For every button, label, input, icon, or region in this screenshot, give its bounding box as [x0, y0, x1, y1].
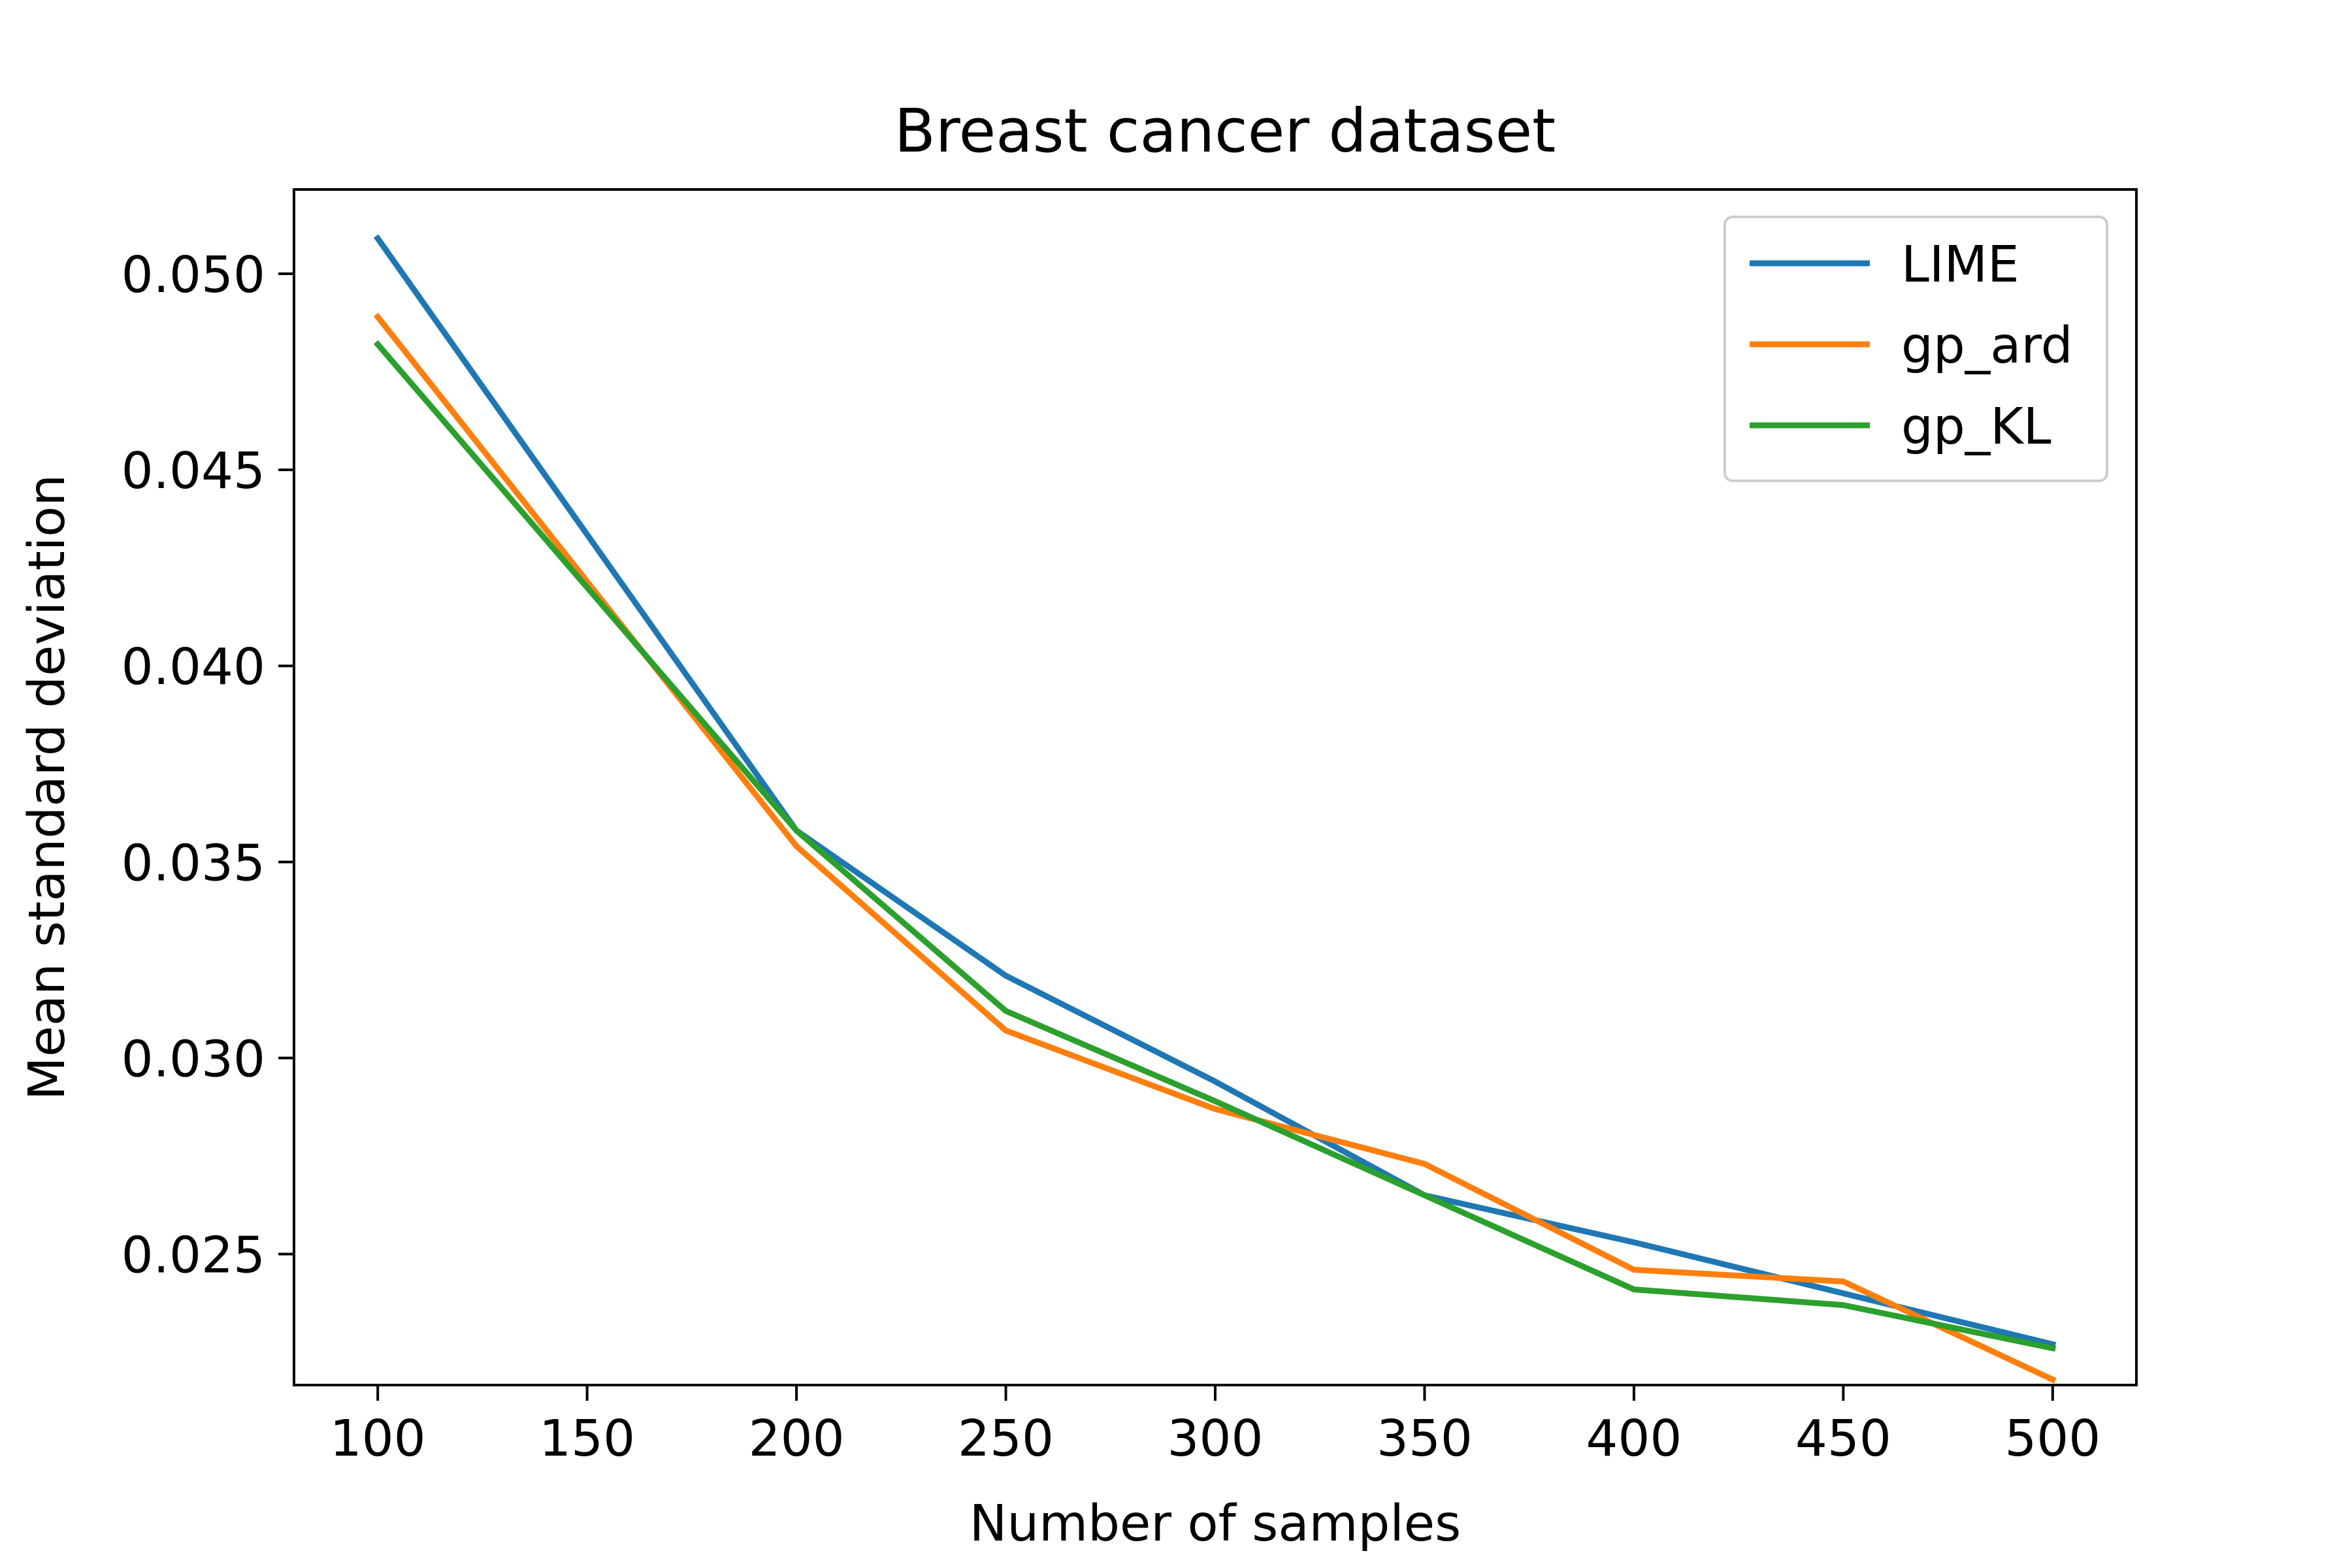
x-tick-label: 400 [1586, 1410, 1682, 1468]
series-layer [373, 234, 2057, 1384]
y-tick-label: 0.050 [122, 246, 265, 304]
chart-title: Breast cancer dataset [894, 96, 1556, 166]
x-axis: 100 150 200 250 300 350 400 450 500 [330, 1385, 2100, 1468]
legend-label: gp_ard [1901, 317, 2073, 375]
y-tick-label: 0.045 [122, 442, 265, 500]
x-tick-label: 100 [330, 1410, 426, 1468]
x-tick-label: 150 [539, 1410, 635, 1468]
series-line-gp-ard [373, 312, 2057, 1384]
legend-label: gp_KL [1901, 398, 2051, 456]
series-line-gp-kl [373, 340, 2057, 1352]
y-tick-label: 0.035 [122, 834, 265, 892]
y-axis: 0.025 0.030 0.035 0.040 0.045 0.050 [122, 246, 294, 1285]
x-axis-label: Number of samples [970, 1495, 1462, 1553]
x-tick-label: 250 [958, 1410, 1054, 1468]
legend-box [1723, 216, 2108, 482]
y-tick-label: 0.030 [122, 1030, 265, 1088]
legend: LIME gp_ard gp_KL [1723, 216, 2108, 482]
legend-label: LIME [1901, 236, 2019, 294]
y-tick-label: 0.025 [122, 1227, 265, 1285]
x-tick-label: 300 [1168, 1410, 1264, 1468]
y-tick-label: 0.040 [122, 638, 265, 696]
x-tick-label: 200 [749, 1410, 845, 1468]
x-tick-label: 450 [1795, 1410, 1891, 1468]
x-tick-label: 350 [1377, 1410, 1473, 1468]
x-tick-label: 500 [2004, 1410, 2100, 1468]
y-axis-label: Mean standard deviation [18, 474, 76, 1100]
